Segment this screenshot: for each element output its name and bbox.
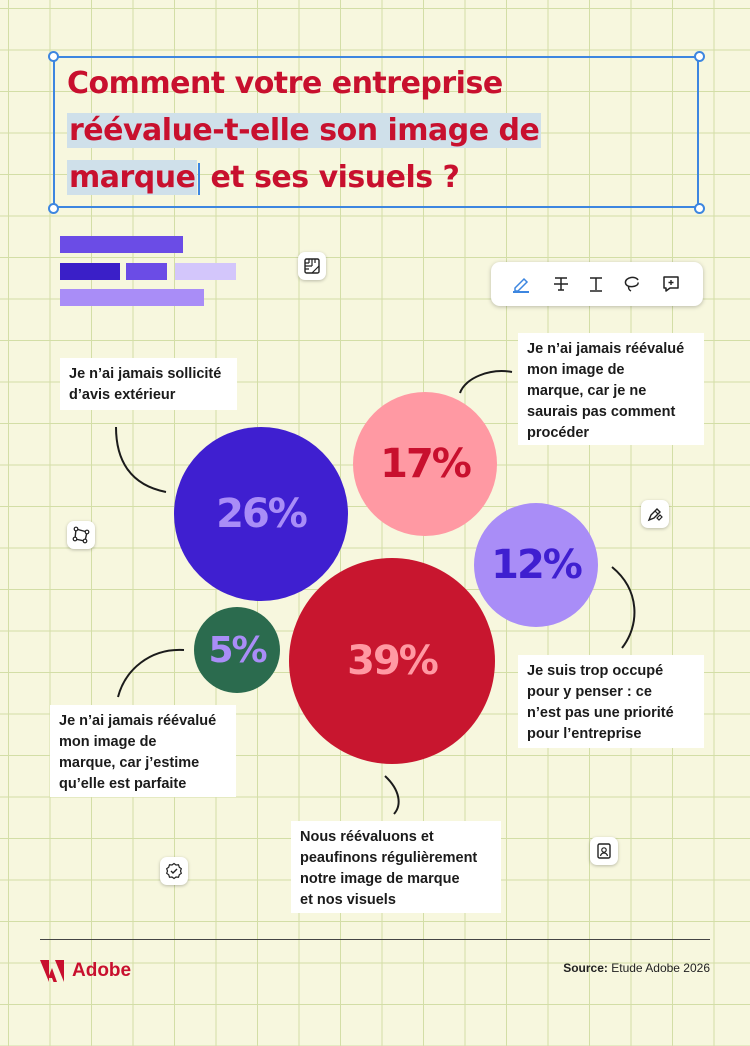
connector-occupé xyxy=(611,566,636,649)
label-avis: Je n’ai jamais sollicité d’avis extérieu… xyxy=(60,358,237,410)
placeholder-bar-4 xyxy=(175,263,236,280)
brand-name: Adobe xyxy=(72,960,132,981)
bubble-39: 39% xyxy=(289,558,495,764)
bubble-12: 12% xyxy=(474,503,598,627)
connector-parfaite xyxy=(117,648,185,698)
footer-divider xyxy=(40,939,710,940)
adobe-logo-icon xyxy=(40,960,64,982)
adobe-brand: Adobe xyxy=(40,960,131,982)
resize-handle-bottom-right[interactable] xyxy=(694,203,705,214)
id-card-icon[interactable] xyxy=(590,837,618,865)
source-text: Etude Adobe 2026 xyxy=(611,961,710,975)
bubble-5: 5% xyxy=(194,607,280,693)
label-parfaite: Je n’ai jamais réévalué mon image de mar… xyxy=(50,705,236,797)
source-label: Source: xyxy=(563,961,608,975)
title-line-3-rest: et ses visuels ? xyxy=(210,160,460,195)
connector-avis xyxy=(115,426,167,493)
bubble-26-value: 26% xyxy=(216,491,308,537)
label-procéder: Je n’ai jamais réévalué mon image de mar… xyxy=(518,333,704,445)
title-highlight-2: réévalue-t-elle son image de xyxy=(67,113,542,148)
placeholder-bar-5 xyxy=(60,289,204,306)
resize-handle-top-left[interactable] xyxy=(48,51,59,62)
title-line-2: réévalue-t-elle son image de xyxy=(67,113,542,148)
source-note: Source: Etude Adobe 2026 xyxy=(563,961,710,975)
bubble-17-value: 17% xyxy=(380,441,472,487)
annotation-toolbar xyxy=(491,262,703,306)
badge-check-icon[interactable] xyxy=(160,857,188,885)
title-frame[interactable] xyxy=(53,56,699,208)
connector-procéder xyxy=(459,370,513,394)
bubble-39-value: 39% xyxy=(347,638,439,684)
lasso-icon[interactable] xyxy=(619,271,645,297)
resize-handle-bottom-left[interactable] xyxy=(48,203,59,214)
title-line-1: Comment votre entreprise xyxy=(67,66,503,101)
comment-icon[interactable] xyxy=(658,271,684,297)
strikethrough-icon[interactable] xyxy=(548,271,574,297)
title-line-3: marque et ses visuels ? xyxy=(67,160,460,195)
connector-réévaluons xyxy=(384,775,400,815)
bubble-12-value: 12% xyxy=(491,542,583,588)
label-occupé: Je suis trop occupé pour y penser : ce n… xyxy=(518,655,704,748)
placeholder-bar-3 xyxy=(126,263,167,280)
resize-handle-top-right[interactable] xyxy=(694,51,705,62)
ruler-icon[interactable] xyxy=(298,252,326,280)
pen-icon[interactable] xyxy=(641,500,669,528)
text-cursor xyxy=(198,162,201,195)
title-highlight-3: marque xyxy=(67,160,198,195)
bezier-icon[interactable] xyxy=(67,521,95,549)
label-réévaluons: Nous réévaluons et peaufinons régulièrem… xyxy=(291,821,501,913)
bubble-26: 26% xyxy=(174,427,348,601)
bubble-5-value: 5% xyxy=(208,629,267,671)
placeholder-bar-1 xyxy=(60,236,183,253)
placeholder-bar-2 xyxy=(60,263,120,280)
text-icon[interactable] xyxy=(583,271,609,297)
bubble-17: 17% xyxy=(353,392,497,536)
highlighter-icon[interactable] xyxy=(508,271,534,297)
